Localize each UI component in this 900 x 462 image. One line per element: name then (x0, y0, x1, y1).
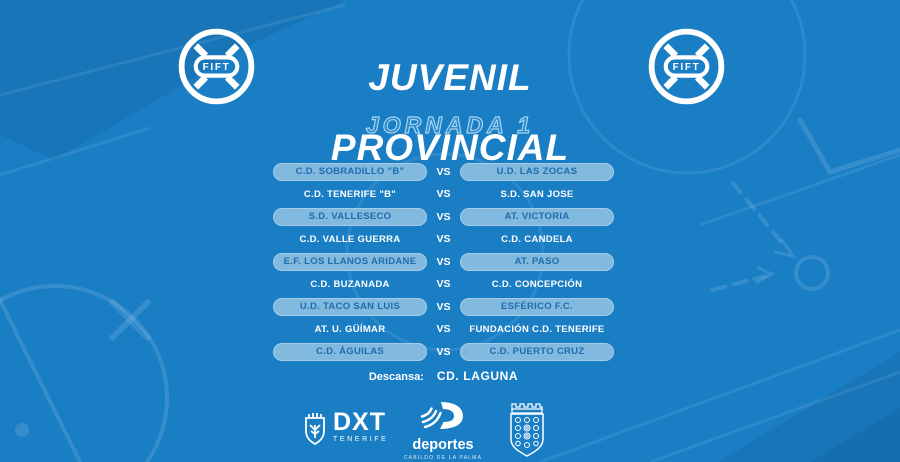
federation-fift-logo: FIFT (178, 28, 255, 105)
home-team-name: C.D. ÁGUILAS (273, 343, 427, 361)
home-team-name: U.D. TACO SAN LUIS (273, 298, 427, 316)
dxt-region: TENERIFE (333, 436, 389, 443)
vs-label: VS (436, 255, 451, 268)
away-team-name: C.D. CANDELA (501, 233, 573, 245)
deportes-subtitle: CABILDO DE LA PALMA (403, 455, 483, 461)
title-line-2: PROVINCIAL (330, 127, 570, 168)
home-team-name: C.D. VALLE GUERRA (299, 233, 401, 245)
vs-label: VS (436, 300, 451, 313)
vs-label: VS (436, 233, 451, 246)
bye-team-name: CD. LAGUNA (436, 369, 519, 383)
federation-fift-logo: FIFT (648, 28, 725, 105)
vs-label: VS (436, 323, 451, 336)
home-team-name: S.D. VALLESECO (273, 208, 427, 226)
round-label: JORNADA 1 (365, 111, 535, 138)
away-team-name: U.D. LAS ZOCAS (460, 163, 614, 181)
away-team-name: FUNDACIÓN C.D. TENERIFE (469, 323, 605, 335)
fixtures-list: C.D. SOBRADILLO "B" VS U.D. LAS ZOCAS C.… (273, 163, 614, 361)
match-row: C.D. SOBRADILLO "B" VS U.D. LAS ZOCAS (273, 163, 614, 181)
away-team-name: AT. PASO (460, 253, 614, 271)
away-team-name: C.D. PUERTO CRUZ (460, 343, 614, 361)
vs-label: VS (436, 165, 451, 178)
home-team-name: C.D. BUZANADA (310, 278, 390, 290)
away-team-name: C.D. CONCEPCIÓN (491, 278, 583, 290)
fift-logo-text: FIFT (203, 62, 231, 73)
deportes-la-palma-logo: deportes CABILDO DE LA PALMA (396, 401, 490, 461)
title-line-1: JUVENIL (368, 57, 532, 98)
away-team-name: ESFÉRICO F.C. (460, 298, 614, 316)
away-team-name: S.D. SAN JOSE (500, 188, 574, 200)
fift-logo-text: FIFT (673, 62, 701, 73)
dxt-shield-icon (305, 413, 325, 446)
home-team-name: C.D. SOBRADILLO "B" (273, 163, 427, 181)
match-row: C.D. ÁGUILAS VS C.D. PUERTO CRUZ (273, 343, 614, 361)
home-team-name: E.F. LOS LLANOS ARIDANE (273, 253, 427, 271)
vs-label: VS (436, 188, 451, 201)
deportes-winged-d-icon (420, 402, 463, 429)
dxt-name: DXT (333, 408, 386, 436)
cabildo-coat-of-arms (510, 403, 544, 457)
home-team-name: C.D. TENERIFE "B" (303, 188, 397, 200)
vs-label: VS (436, 210, 451, 223)
bye-line: Descansa: CD. LAGUNA (273, 369, 614, 383)
home-team-name: AT. U. GÜÍMAR (314, 323, 386, 335)
match-row: AT. U. GÜÍMAR VS FUNDACIÓN C.D. TENERIFE (273, 321, 614, 339)
dxt-tenerife-logo: DXT TENERIFE (303, 410, 388, 446)
vs-label: VS (436, 345, 451, 358)
match-row: C.D. VALLE GUERRA VS C.D. CANDELA (273, 231, 614, 249)
deportes-name: deportes (412, 437, 474, 453)
vs-label: VS (436, 278, 451, 291)
bye-label: Descansa: (368, 371, 424, 383)
match-row: C.D. BUZANADA VS C.D. CONCEPCIÓN (273, 276, 614, 294)
away-team-name: AT. VICTORIA (460, 208, 614, 226)
match-row: U.D. TACO SAN LUIS VS ESFÉRICO F.C. (273, 298, 614, 316)
match-row: E.F. LOS LLANOS ARIDANE VS AT. PASO (273, 253, 614, 271)
match-row: S.D. VALLESECO VS AT. VICTORIA (273, 208, 614, 226)
poster-title: JUVENIL PROVINCIAL (0, 25, 900, 200)
match-row: C.D. TENERIFE "B" VS S.D. SAN JOSE (273, 186, 614, 204)
